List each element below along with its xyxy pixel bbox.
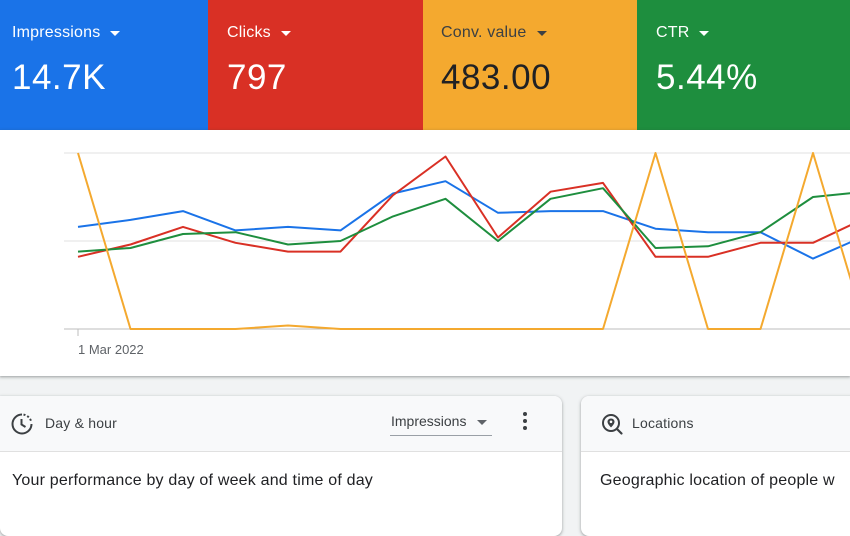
card-title: Locations: [632, 415, 694, 431]
metric-value: 797: [227, 58, 287, 97]
metric-name: Clicks: [227, 24, 271, 41]
day-hour-card: Day & hour Impressions Your performance …: [0, 396, 562, 536]
x-axis-label-first: 1 Mar 2022: [78, 342, 144, 357]
metric-value: 14.7K: [12, 58, 106, 97]
metric-dropdown[interactable]: Impressions: [390, 411, 492, 436]
chart-series: [77, 152, 850, 330]
more-vert-icon: [523, 412, 527, 416]
series-line-2: [77, 187, 850, 253]
metric-tile-clicks[interactable]: Clicks 797: [208, 0, 423, 130]
metric-name: Conv. value: [441, 24, 527, 41]
chart-grid: [64, 152, 850, 336]
metric-value: 483.00: [441, 58, 552, 97]
metric-selector-impressions[interactable]: Impressions: [12, 24, 121, 42]
metric-tile-impressions[interactable]: Impressions 14.7K: [0, 0, 208, 130]
more-vert-icon: [523, 426, 527, 430]
card-title: Day & hour: [45, 415, 118, 431]
performance-chart-card: 1 Mar 2022: [0, 130, 850, 376]
metric-value: 5.44%: [656, 58, 758, 97]
metric-selector-ctr[interactable]: CTR: [656, 24, 710, 42]
schedule-icon: [11, 413, 33, 435]
metric-tile-conv-value[interactable]: Conv. value 483.00: [423, 0, 637, 130]
metric-tile-ctr[interactable]: CTR 5.44%: [637, 0, 850, 130]
series-line-1: [77, 155, 850, 258]
dropdown-value: Impressions: [391, 413, 467, 429]
series-line-0: [77, 180, 850, 260]
caret-down-icon: [477, 420, 487, 425]
metric-name: Impressions: [12, 24, 101, 41]
caret-down-icon: [536, 30, 547, 36]
card-header: Day & hour Impressions: [0, 396, 562, 452]
metric-selector-conv-value[interactable]: Conv. value: [441, 24, 547, 42]
caret-down-icon: [280, 30, 291, 36]
caret-down-icon: [699, 30, 710, 36]
series-line-3: [77, 152, 850, 330]
location-search-icon: [602, 414, 623, 435]
locations-card: Locations Geographic location of people …: [581, 396, 850, 536]
card-header: Locations: [581, 396, 850, 452]
more-vert-icon: [523, 419, 527, 423]
card-subtitle: Geographic location of people w: [600, 472, 835, 489]
metric-name: CTR: [656, 24, 690, 41]
metric-tiles: Impressions 14.7K Clicks 797 Conv. value…: [0, 0, 850, 130]
more-options-button[interactable]: [513, 409, 537, 433]
card-subtitle: Your performance by day of week and time…: [12, 472, 374, 489]
metric-selector-clicks[interactable]: Clicks: [227, 24, 291, 42]
performance-line-chart: 1 Mar 2022: [64, 152, 850, 357]
caret-down-icon: [110, 30, 121, 36]
